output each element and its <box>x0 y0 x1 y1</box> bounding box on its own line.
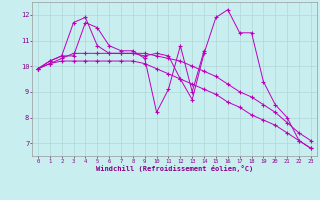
X-axis label: Windchill (Refroidissement éolien,°C): Windchill (Refroidissement éolien,°C) <box>96 165 253 172</box>
